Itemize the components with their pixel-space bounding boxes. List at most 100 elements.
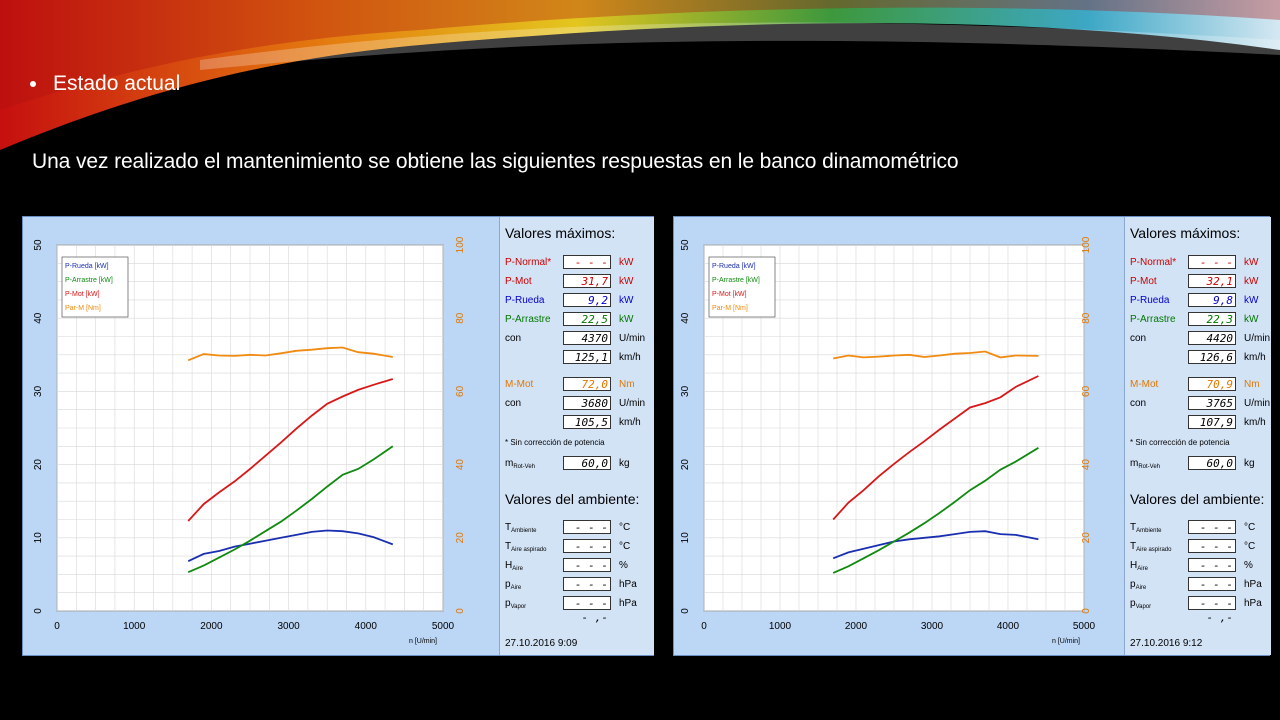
series-line-p-mot [832, 375, 1039, 521]
ambient-row: HAire - - - - ,-% [505, 558, 655, 586]
row-label: P-Arrastre [505, 314, 551, 325]
max-value-row: P-Arrastre 22,5 kW [505, 312, 655, 328]
ambient-value: - - - - ,- [1188, 596, 1236, 624]
ambient-unit: hPa [619, 579, 637, 590]
ambient-unit: % [1244, 560, 1253, 571]
mass-label: mRot-Veh [505, 458, 536, 470]
ambient-subscript: Aire aspirado [1136, 547, 1172, 553]
ambient-row: pVapor - - - - ,- hPa [1130, 596, 1280, 624]
x-tick-label: 5000 [1073, 621, 1096, 632]
y-right-tick-label: 80 [455, 312, 466, 324]
ambient-value: - - - - ,- [1188, 577, 1236, 605]
row-unit: U/min [1244, 398, 1271, 409]
value-display: 4420 [1188, 331, 1236, 345]
y-right-tick-label: 100 [455, 236, 466, 253]
y-left-tick-label: 50 [33, 239, 44, 251]
ambient-label: TAire aspirado [1130, 541, 1172, 553]
values-sidebar-2: Valores máximos: P-Normal* - - - - ,- kW P-M… [1124, 217, 1271, 655]
ambient-value: - - - - ,- [1188, 539, 1236, 567]
value-display: 125,1 [563, 350, 611, 364]
correction-note: * Sin corrección de potencia [1130, 438, 1230, 447]
value-display: 31,7 [563, 274, 611, 288]
x-tick-label: 3000 [277, 621, 300, 632]
max-value-row: P-Mot 32,1 kW [1130, 274, 1280, 290]
ambient-value: - - - - ,- [563, 596, 611, 624]
row-label: P-Rueda [505, 295, 545, 306]
x-tick-label: 0 [701, 621, 707, 632]
row-unit: U/min [619, 398, 646, 409]
row-label: P-Rueda [1130, 295, 1170, 306]
mass-label: mRot-Veh [1130, 458, 1161, 470]
max-value-row: M-Mot 70,9 Nm [1130, 377, 1280, 393]
mass-subscript: Rot-Veh [513, 464, 536, 470]
ambient-unit: °C [1244, 522, 1256, 533]
value-display: 70,9 [1188, 377, 1236, 391]
row-unit: kW [619, 295, 634, 306]
mass-subscript: Rot-Veh [1138, 464, 1161, 470]
ambient-unit: hPa [619, 598, 637, 609]
y-left-tick-label: 50 [680, 239, 691, 251]
ambient-row: TAmbiente - - - - ,- °C [1130, 520, 1280, 548]
ambient-row: pAire - - - - ,- hPa [505, 577, 655, 605]
y-right-tick-label: 40 [455, 459, 466, 471]
y-left-tick-label: 0 [680, 608, 691, 614]
value-display: 9,2 [563, 293, 611, 307]
mass-unit: kg [1244, 458, 1255, 469]
value-display: 4370 [563, 331, 611, 345]
max-value-row: M-Mot 72,0 Nm [505, 377, 655, 393]
max-value-row: con 3765 U/min [1130, 396, 1280, 412]
value-display: 32,1 [1188, 274, 1236, 288]
y-left-tick-label: 20 [33, 459, 44, 471]
bullet-item: Estado actual [30, 72, 180, 96]
value-display: 3680 [563, 396, 611, 410]
ambient-subscript: Ambiente [511, 528, 537, 534]
dyno-panel-2: 0 1000 2000 3000 4000 5000 0 10 20 30 40 50 0 20 40 60 8… [673, 216, 1271, 656]
max-value-row: 105,5 km/h [505, 415, 655, 431]
x-tick-label: 4000 [997, 621, 1020, 632]
series-line-par-m [833, 350, 1039, 360]
mass-value: 60,0 [563, 456, 611, 470]
value-display: - - - - ,- [1188, 255, 1236, 283]
ambient-subscript: Aire [512, 566, 523, 572]
series-line-p-mot [187, 378, 394, 522]
ambient-subscript: Vapor [1135, 604, 1152, 610]
y-right-tick-label: 80 [1081, 312, 1092, 324]
ambient-row: pAire - - - - ,- hPa [1130, 577, 1280, 605]
x-tick-label: 1000 [769, 621, 792, 632]
y-right-tick-label: 20 [1081, 532, 1092, 544]
row-unit: kW [619, 276, 634, 287]
mass-unit: kg [619, 458, 630, 469]
row-unit: Nm [619, 379, 635, 390]
y-left-tick-label: 0 [33, 608, 44, 614]
mass-value: 60,0 [1188, 456, 1236, 470]
ambient-subscript: Aire [510, 585, 522, 591]
row-label: M-Mot [1130, 379, 1159, 390]
row-unit: kW [619, 257, 634, 268]
x-axis-label: n [U/min] [1052, 638, 1080, 645]
row-unit: km/h [619, 352, 641, 363]
ambient-row: TAire aspirado - - - - ,- °C [505, 539, 655, 567]
row-label: con [1130, 333, 1147, 344]
ambient-unit: °C [619, 522, 631, 533]
row-unit: kW [619, 314, 634, 325]
max-value-row: P-Rueda 9,2 kW [505, 293, 655, 309]
ambient-row: TAmbiente - - - - ,- °C [505, 520, 655, 548]
legend-entry: P-Rueda [kW] [65, 263, 109, 270]
y-left-tick-label: 10 [680, 532, 691, 544]
x-tick-label: 4000 [355, 621, 378, 632]
row-label: con [505, 398, 522, 409]
row-unit: km/h [1244, 352, 1266, 363]
dyno-panel-1: 0 1000 2000 3000 4000 5000 0 10 20 30 40 50 0 20 40 60 8… [22, 216, 654, 656]
max-value-row: P-Rueda 9,8 kW [1130, 293, 1280, 309]
row-unit: kW [1244, 314, 1259, 325]
ambient-unit: hPa [1244, 598, 1262, 609]
values-sidebar-1: Valores máximos:P-Normal*- - - - ,-kWP-M… [499, 217, 654, 655]
x-tick-label: 0 [54, 621, 60, 632]
series-line-p-arrastre [187, 445, 394, 574]
value-display: 3765 [1188, 396, 1236, 410]
legend-entry: P-Arrastre [kW] [712, 277, 760, 284]
y-right-tick-label: 20 [455, 532, 466, 544]
ambient-value: - - - - ,- [563, 520, 611, 548]
ambient-label: TAmbiente [1130, 522, 1162, 534]
max-value-row: 107,9 km/h [1130, 415, 1280, 431]
